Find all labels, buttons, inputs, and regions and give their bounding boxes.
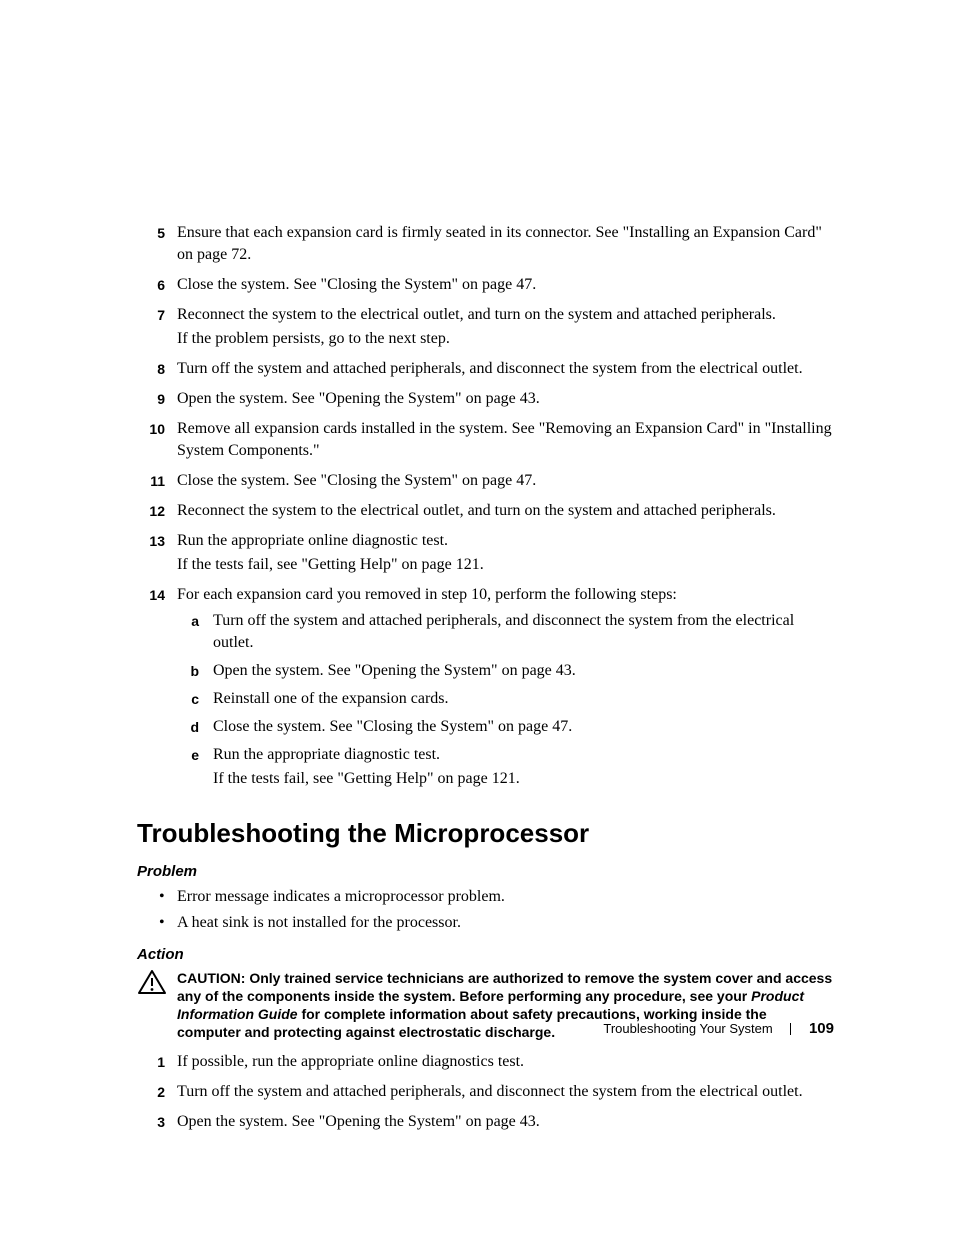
step-text: If the tests fail, see "Getting Help" on… [177,554,834,576]
page: 5 Ensure that each expansion card is fir… [0,0,954,1235]
step-number: 3 [137,1111,165,1133]
step-text: Run the appropriate diagnostic test. [213,744,834,766]
step-9: 9 Open the system. See "Opening the Syst… [137,388,834,410]
step-5: 5 Ensure that each expansion card is fir… [137,222,834,266]
substep-letter: a [177,610,199,632]
step-6: 6 Close the system. See "Closing the Sys… [137,274,834,296]
step-text: Close the system. See "Closing the Syste… [177,274,834,296]
caution-body-pre: Only trained service technicians are aut… [177,970,832,1004]
footer-separator [790,1023,791,1035]
step-text: Reconnect the system to the electrical o… [177,500,834,522]
substep-a: a Turn off the system and attached perip… [177,610,834,654]
problem-item: Error message indicates a microprocessor… [137,886,834,908]
step-text: If the tests fail, see "Getting Help" on… [213,768,834,790]
step-number: 6 [137,274,165,296]
step-text: For each expansion card you removed in s… [177,584,834,606]
step-11: 11 Close the system. See "Closing the Sy… [137,470,834,492]
caution-icon [137,969,167,995]
caution-label: CAUTION: [177,970,245,986]
substep-d: d Close the system. See "Closing the Sys… [177,716,834,738]
action-step-3: 3 Open the system. See "Opening the Syst… [137,1111,834,1133]
step-8: 8 Turn off the system and attached perip… [137,358,834,380]
problem-list: Error message indicates a microprocessor… [137,886,834,934]
step-number: 10 [137,418,165,440]
section-heading: Troubleshooting the Microprocessor [137,818,834,849]
step-14: 14 For each expansion card you removed i… [137,584,834,790]
step-10: 10 Remove all expansion cards installed … [137,418,834,462]
step-number: 13 [137,530,165,552]
step-number: 14 [137,584,165,606]
substep-letter: b [177,660,199,682]
step-text: If the problem persists, go to the next … [177,328,834,350]
substep-e: e Run the appropriate diagnostic test. I… [177,744,834,790]
step-text: If possible, run the appropriate online … [177,1051,834,1073]
action-step-2: 2 Turn off the system and attached perip… [137,1081,834,1103]
step-text: Close the system. See "Closing the Syste… [177,470,834,492]
step-number: 5 [137,222,165,244]
step-number: 12 [137,500,165,522]
problem-item: A heat sink is not installed for the pro… [137,912,834,934]
page-footer: Troubleshooting Your System 109 [603,1020,834,1037]
action-steps-list: 1 If possible, run the appropriate onlin… [137,1051,834,1133]
step-number: 11 [137,470,165,492]
step-text: Remove all expansion cards installed in … [177,418,834,462]
step-number: 8 [137,358,165,380]
step-text: Run the appropriate online diagnostic te… [177,530,834,552]
substep-b: b Open the system. See "Opening the Syst… [177,660,834,682]
step-12: 12 Reconnect the system to the electrica… [137,500,834,522]
step-text: Close the system. See "Closing the Syste… [213,716,834,738]
footer-page-number: 109 [809,1020,834,1037]
step-text: Open the system. See "Opening the System… [177,1111,834,1133]
step-number: 1 [137,1051,165,1073]
step-text: Open the system. See "Opening the System… [213,660,834,682]
action-heading: Action [137,946,834,963]
step-text: Ensure that each expansion card is firml… [177,222,834,266]
substep-c: c Reinstall one of the expansion cards. [177,688,834,710]
substep-letter: c [177,688,199,710]
substep-letter: e [177,744,199,766]
step-7: 7 Reconnect the system to the electrical… [137,304,834,350]
substep-letter: d [177,716,199,738]
step-text: Turn off the system and attached periphe… [177,358,834,380]
step-number: 7 [137,304,165,326]
step-text: Turn off the system and attached periphe… [213,610,834,654]
footer-section-name: Troubleshooting Your System [603,1021,772,1036]
step-text: Open the system. See "Opening the System… [177,388,834,410]
step-text: Turn off the system and attached periphe… [177,1081,834,1103]
step-text: Reconnect the system to the electrical o… [177,304,834,326]
continued-steps-list: 5 Ensure that each expansion card is fir… [137,222,834,790]
step-number: 9 [137,388,165,410]
step-13: 13 Run the appropriate online diagnostic… [137,530,834,576]
problem-heading: Problem [137,863,834,880]
substeps-list: a Turn off the system and attached perip… [177,610,834,790]
step-text: Reinstall one of the expansion cards. [213,688,834,710]
step-number: 2 [137,1081,165,1103]
action-step-1: 1 If possible, run the appropriate onlin… [137,1051,834,1073]
